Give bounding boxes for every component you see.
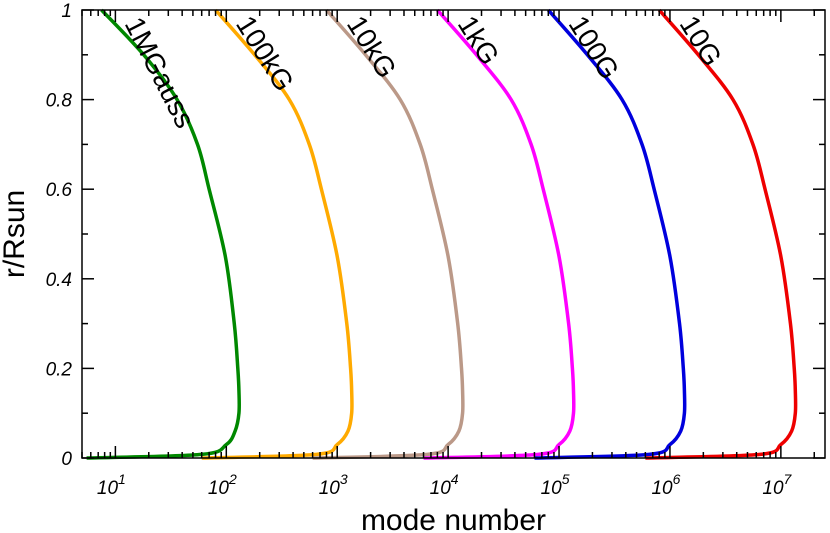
x-tick-exponent: 2 xyxy=(228,471,237,487)
x-tick-label: 104 xyxy=(430,471,459,499)
x-tick-exponent: 7 xyxy=(784,471,793,487)
series-line-5 xyxy=(645,8,798,460)
x-tick-base: 10 xyxy=(97,478,119,499)
curve-labels: 1MGauss 100kG 10kG 1kG 100G 10G xyxy=(119,10,728,133)
y-tick-label: 0 xyxy=(61,449,72,470)
curve-label-3: 1kG xyxy=(452,10,506,70)
curve-label-5: 10G xyxy=(674,10,728,71)
x-tick-label: 103 xyxy=(319,471,348,499)
series-line-0 xyxy=(86,8,242,460)
x-tick-label: 105 xyxy=(541,471,570,499)
series-line-2 xyxy=(312,8,465,460)
x-tick-exponent: 1 xyxy=(118,471,126,487)
series-curves xyxy=(86,8,798,460)
curve-label-2: 10kG xyxy=(341,10,403,83)
y-tick-label: 0.8 xyxy=(46,91,73,112)
x-tick-base: 10 xyxy=(651,478,673,499)
x-tick-label: 101 xyxy=(97,471,126,499)
y-tick-label: 0.6 xyxy=(46,180,73,201)
x-tick-base: 10 xyxy=(430,478,452,499)
x-tick-base: 10 xyxy=(208,478,230,499)
x-tick-exponent: 4 xyxy=(451,471,459,487)
x-tick-base: 10 xyxy=(541,478,563,499)
x-tick-base: 10 xyxy=(762,478,784,499)
y-tick-label: 1 xyxy=(61,1,72,22)
curve-label-0: 1MGauss xyxy=(119,12,201,133)
curve-label-4: 100G xyxy=(563,10,626,85)
y-tick-label: 0.4 xyxy=(46,270,72,291)
series-line-4 xyxy=(534,8,687,460)
x-tick-label: 107 xyxy=(762,471,792,499)
x-tick-exponent: 6 xyxy=(673,471,681,487)
x-tick-exponent: 5 xyxy=(562,471,570,487)
x-tick-label: 106 xyxy=(651,471,680,499)
x-axis-title: mode number xyxy=(361,504,546,533)
series-line-3 xyxy=(423,8,576,460)
x-tick-exponent: 3 xyxy=(340,471,348,487)
x-tick-label: 102 xyxy=(208,471,237,499)
plot-frame xyxy=(81,9,826,459)
y-axis-title: r/Rsun xyxy=(0,190,31,278)
y-tick-label: 0.2 xyxy=(46,359,73,380)
x-tick-base: 10 xyxy=(319,478,341,499)
series-line-1 xyxy=(201,8,354,460)
curve-label-1: 100kG xyxy=(230,10,300,96)
